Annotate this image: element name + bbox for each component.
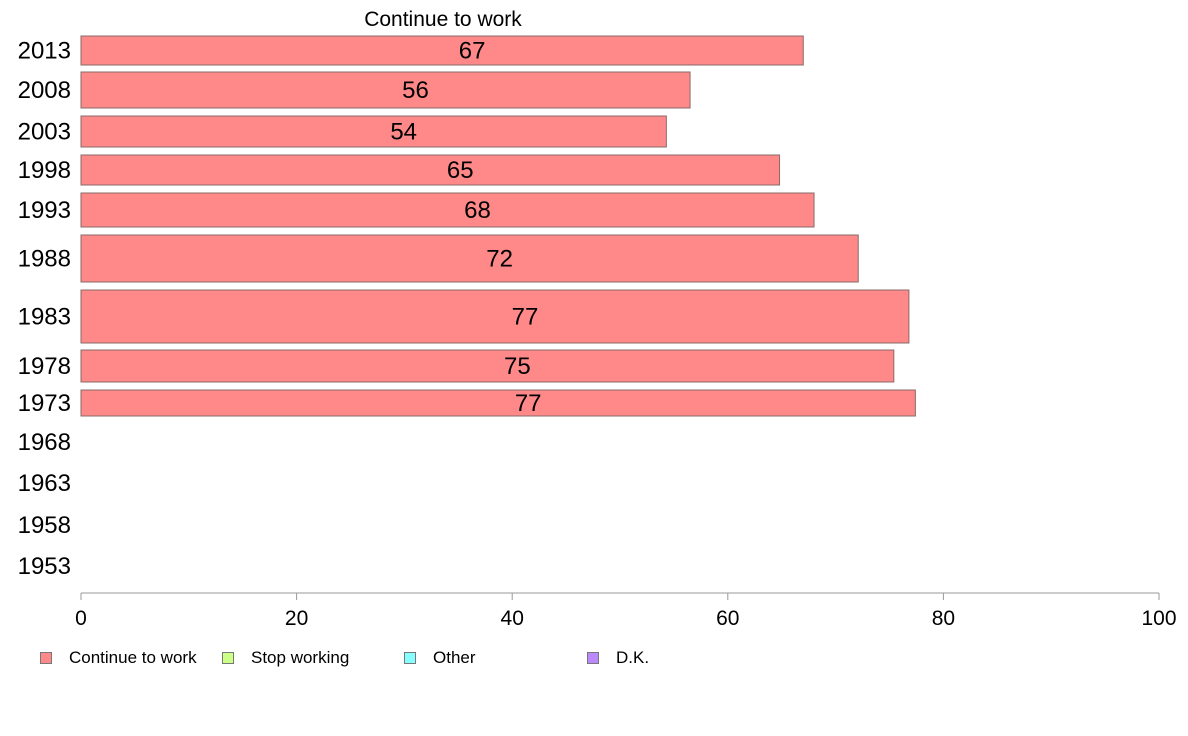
bar [80,349,895,383]
legend-label: D.K. [616,648,650,667]
y-tick-label: 1993 [18,197,71,224]
bar-value-label: 56 [402,77,429,104]
bar-value-label: 67 [459,38,486,65]
x-tick-label: 20 [285,607,308,630]
bar [80,389,916,417]
bar [80,192,815,228]
legend-swatch [404,652,416,664]
y-tick-label: 1983 [18,304,71,331]
bar-value-label: 77 [515,390,542,417]
y-tick-label: 1963 [18,470,71,497]
bar-chart: Continue to work 67 56 54 65 68 72 77 75 77 2013… [18,8,1177,630]
y-tick-label: 1978 [18,353,71,380]
legend-item-other: Other [404,648,476,668]
legend-label: Stop working [251,648,350,667]
legend-swatch [222,652,234,664]
x-tick-label: 60 [716,607,739,630]
legend-item-stop-working: Stop working [222,648,349,668]
bar-value-label: 68 [464,197,491,224]
legend-swatch [40,652,52,664]
x-tick-label: 40 [501,607,524,630]
x-tick-label: 0 [75,607,87,630]
legend: Continue to work Stop working Other D.K. [40,648,740,668]
legend-item-dk: D.K. [587,648,649,668]
chart-title: Continue to work [364,8,522,31]
bar [80,115,667,148]
bar-value-label: 65 [447,157,474,184]
y-tick-label: 1998 [18,157,71,184]
bar [80,154,781,186]
legend-item-continue-to-work: Continue to work [40,648,197,668]
y-tick-label: 2003 [18,119,71,146]
y-tick-label: 1968 [18,429,71,456]
bar [80,289,910,344]
bar-value-label: 77 [512,304,539,331]
x-tick-label: 80 [932,607,955,630]
y-tick-label: 2013 [18,38,71,65]
bar-value-label: 75 [504,353,531,380]
legend-label: Continue to work [69,648,197,667]
bar [80,234,859,283]
y-tick-label: 1973 [18,390,71,417]
bar [80,71,691,109]
y-tick-label: 2008 [18,77,71,104]
bar [80,35,804,66]
legend-label: Other [433,648,476,667]
y-tick-label: 1953 [18,553,71,580]
bar-value-label: 54 [390,119,417,146]
x-tick-label: 100 [1141,607,1176,630]
legend-swatch [587,652,599,664]
y-tick-label: 1988 [18,246,71,273]
y-tick-label: 1958 [18,512,71,539]
bar-value-label: 72 [486,246,513,273]
